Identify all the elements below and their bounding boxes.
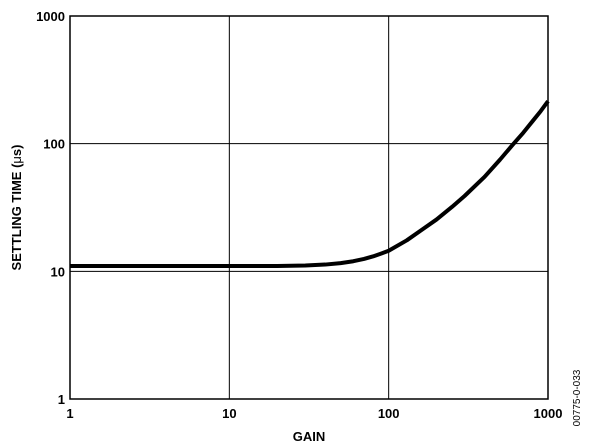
x-axis-title: GAIN	[293, 429, 326, 444]
x-tick-label: 1	[66, 406, 73, 421]
y-axis-title-mu: μ	[9, 156, 24, 164]
y-axis-title: SETTLING TIME (μs)	[9, 145, 24, 271]
y-tick-label: 10	[51, 264, 65, 279]
y-axis-title-main: SETTLING TIME (	[9, 163, 24, 271]
x-tick-label: 100	[378, 406, 400, 421]
x-tick-label: 1000	[534, 406, 563, 421]
y-tick-label: 1	[58, 392, 65, 407]
figure-id: 00775-0-033	[572, 369, 583, 426]
y-tick-label: 1000	[36, 9, 65, 24]
plot-frame	[69, 15, 549, 400]
y-axis-title-unit: s)	[9, 145, 24, 157]
settling-time-curve	[70, 100, 550, 269]
series-layer	[70, 100, 550, 269]
y-tick-label: 100	[43, 137, 65, 152]
x-tick-label: 10	[222, 406, 236, 421]
x-tick-labels: 1 10 100 1000	[66, 406, 562, 421]
y-tick-labels: 1 10 100 1000	[36, 9, 65, 407]
grid-lines	[69, 15, 549, 400]
